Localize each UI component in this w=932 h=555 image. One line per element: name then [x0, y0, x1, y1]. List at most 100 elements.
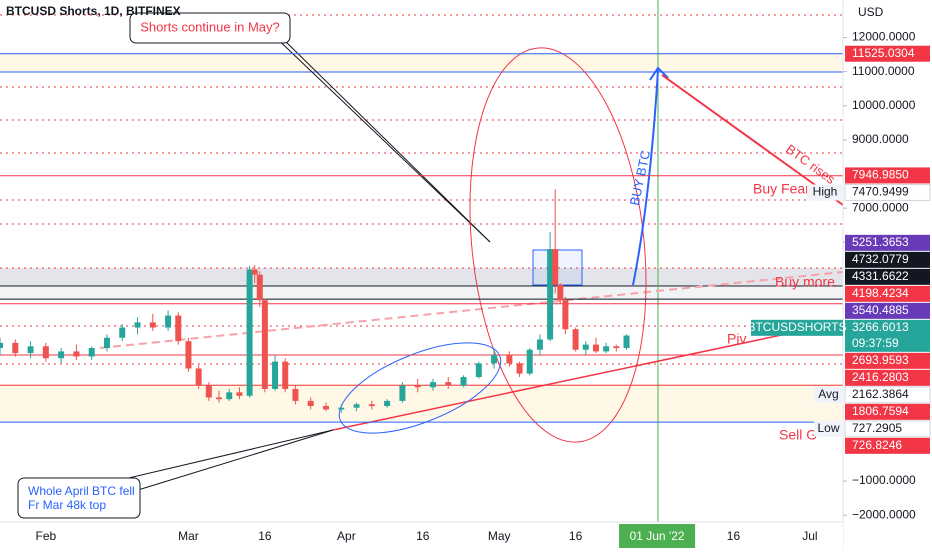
price-label-box [845, 319, 930, 352]
candle-body [175, 315, 182, 342]
callout-line [119, 429, 334, 481]
price-label: 727.2905 [852, 421, 902, 435]
candle-body [272, 361, 279, 389]
countdown: 09:37:59 [852, 336, 899, 350]
zone [0, 53, 843, 72]
candle-body [73, 351, 80, 357]
candle-body [12, 342, 19, 354]
x-tick-label: Apr [337, 529, 356, 543]
price-label-box [845, 251, 930, 268]
candle-body [572, 329, 579, 350]
price-label-box [845, 45, 930, 62]
candle-body [552, 249, 559, 285]
candle-body [491, 354, 498, 364]
candle-body [592, 344, 599, 352]
candle-body [536, 339, 543, 350]
zone [0, 287, 843, 300]
callout-line [137, 429, 334, 491]
candle-body [282, 361, 289, 389]
trend-line [99, 271, 844, 349]
dotted-levels [0, 14, 843, 365]
callout-line [281, 37, 491, 243]
currency: USD [858, 5, 884, 19]
price-tag: Low [817, 421, 839, 435]
annotation: Buy Fear [753, 181, 810, 197]
candle-body [119, 327, 126, 338]
price-label: 2693.9593 [852, 353, 909, 367]
candle-body [557, 284, 564, 301]
annotation: Buy more [775, 274, 835, 290]
y-tick-label: 7000.0000 [852, 200, 909, 214]
price-label: 5251.3653 [852, 235, 909, 249]
price-label: 4331.6622 [852, 269, 909, 283]
price-label: 2162.3864 [852, 387, 909, 401]
candles [0, 53, 843, 423]
y-tick-label: −2000.0000 [852, 507, 916, 521]
candle-body [103, 337, 110, 348]
y-tick-label: 10000.0000 [852, 98, 916, 112]
price-tag-box [814, 420, 843, 437]
price-label-box [845, 285, 930, 302]
candle-body [58, 351, 65, 359]
price-label: 726.8246 [852, 438, 902, 452]
candle-body [506, 354, 513, 364]
arrow [661, 74, 844, 206]
candle-body [623, 335, 630, 348]
y-tick-label: −1000.0000 [852, 473, 916, 487]
x-tick-label: 16 [258, 529, 272, 543]
candle-body [460, 377, 467, 386]
x-tick-label: Feb [35, 529, 56, 543]
candle-body [613, 346, 620, 348]
ellipse [469, 47, 647, 443]
callout-box [17, 477, 141, 519]
candle-body [149, 322, 156, 328]
candle-body [256, 274, 263, 301]
price-label-box [845, 234, 930, 251]
arrow [632, 69, 659, 286]
zone [0, 384, 843, 422]
price-label: 2416.2803 [852, 370, 909, 384]
price-label: 4198.4234 [852, 286, 909, 300]
drawings [0, 0, 844, 522]
candle-body [236, 392, 243, 396]
candle-body [526, 349, 533, 374]
price-label-box [845, 268, 930, 285]
trend-line [332, 321, 844, 431]
candle-body [445, 382, 452, 386]
price-label-box [845, 437, 930, 454]
candle-body [399, 385, 406, 401]
price-label: 7946.9850 [852, 168, 909, 182]
axes: 12000.0000 11000.0000 10000.0000 9000.0000 7… [35, 30, 931, 548]
candle-body [216, 397, 223, 400]
candle-body [307, 400, 314, 406]
x-tick-label: 16 [727, 529, 741, 543]
candle-body [292, 388, 299, 401]
price-label: 1806.7594 [852, 404, 909, 418]
x-tick-label: 16 [569, 529, 583, 543]
callout-box [129, 12, 291, 44]
price-label-box [845, 352, 930, 369]
price-label: 7470.9499 [852, 185, 909, 199]
annotation: Shorts continue in May? [140, 19, 279, 34]
candle-body [603, 346, 610, 352]
price-tag-box [751, 319, 843, 336]
candle-body [516, 363, 523, 374]
price-tag: BTCUSDSHORTS [747, 320, 846, 334]
price-tag: High [813, 185, 838, 199]
candle-body [195, 368, 202, 386]
candle-body [185, 341, 192, 369]
annotation: Fr Mar 48k top [28, 498, 106, 512]
price-label-box [844, 183, 931, 201]
candle-body [165, 315, 172, 328]
price-label: 11525.0304 [852, 46, 915, 60]
arrow-head [649, 66, 669, 81]
candle-body [261, 300, 268, 389]
candle-body [88, 348, 95, 357]
candle-body [562, 300, 569, 330]
price-label-box [845, 167, 930, 184]
callout-line [267, 29, 491, 243]
candle-body [226, 392, 233, 400]
candle-body [384, 400, 391, 406]
crosshair-box [619, 524, 696, 548]
